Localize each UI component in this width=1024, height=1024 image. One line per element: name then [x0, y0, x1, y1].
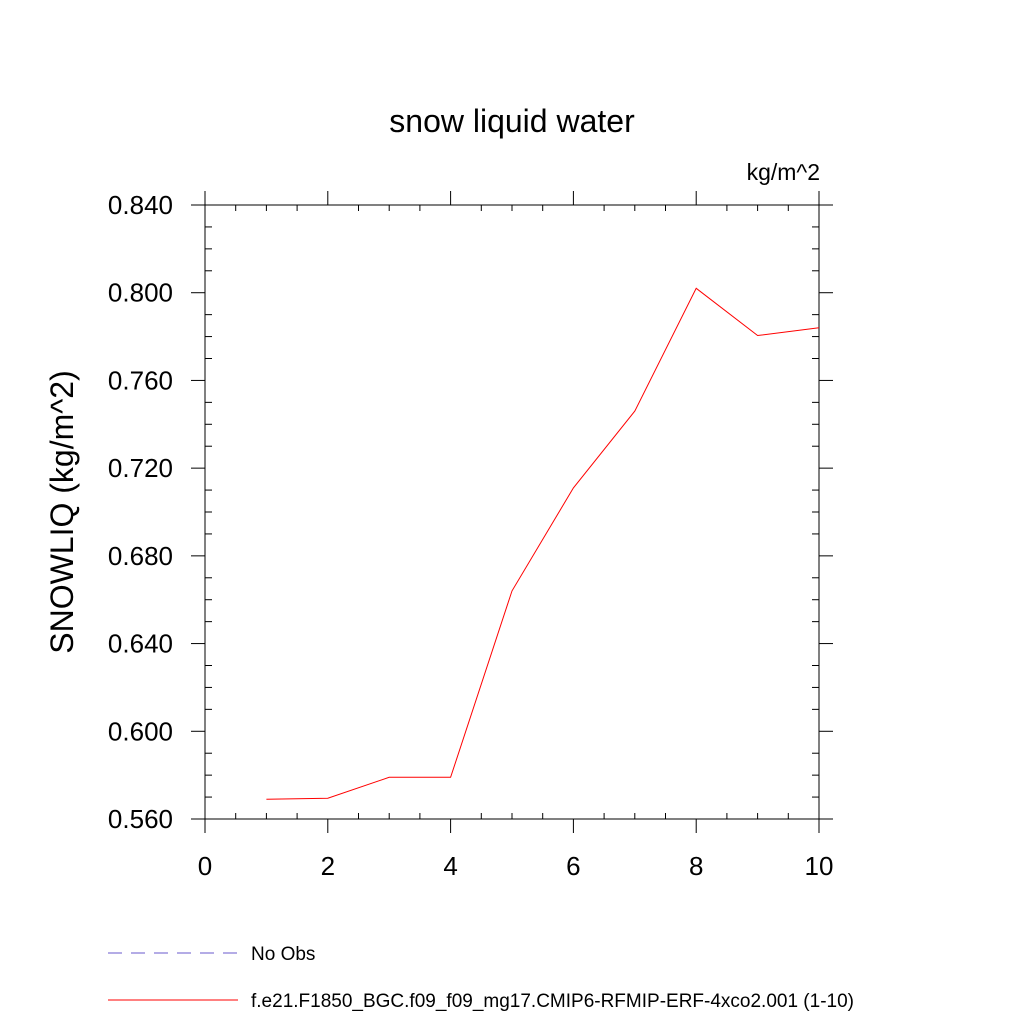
x-tick-label: 2 [321, 851, 335, 881]
y-tick-label: 0.840 [108, 190, 173, 220]
legend-label-no-obs: No Obs [251, 944, 315, 965]
y-tick-label: 0.680 [108, 541, 173, 571]
y-tick-label: 0.760 [108, 365, 173, 395]
legend: No Obs f.e21.F1850_BGC.f09_f09_mg17.CMIP… [108, 944, 854, 1012]
x-tick-label: 0 [198, 851, 212, 881]
tick-labels: 0 2 4 6 8 10 0.560 0.600 0.640 0.680 0.720 0.760 0.8… [108, 190, 834, 881]
series-lines [266, 287, 820, 800]
y-tick-label: 0.800 [108, 278, 173, 308]
legend-label-model-run: f.e21.F1850_BGC.f09_f09_mg17.CMIP6-RFMIP… [251, 991, 854, 1012]
y-tick-label: 0.560 [108, 804, 173, 834]
y-tick-label: 0.600 [108, 716, 173, 746]
units-label: kg/m^2 [747, 159, 820, 185]
x-tick-label: 10 [805, 851, 834, 881]
axis-ticks [191, 191, 833, 833]
plot-frame [204, 204, 820, 820]
series-line [266, 287, 820, 800]
x-tick-label: 8 [689, 851, 703, 881]
y-tick-label: 0.640 [108, 629, 173, 659]
y-axis-label: SNOWLIQ (kg/m^2) [44, 370, 80, 653]
x-tick-label: 6 [566, 851, 580, 881]
y-tick-label: 0.720 [108, 453, 173, 483]
chart-title: snow liquid water [389, 103, 635, 139]
x-tick-label: 4 [443, 851, 457, 881]
